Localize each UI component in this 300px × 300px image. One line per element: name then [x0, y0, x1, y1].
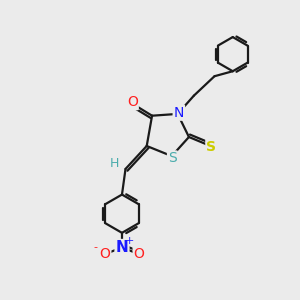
Text: S: S	[206, 140, 216, 154]
Text: +: +	[124, 236, 134, 246]
Text: N: N	[174, 106, 184, 120]
Text: N: N	[116, 240, 128, 255]
Text: O: O	[127, 95, 138, 109]
Text: O: O	[134, 247, 145, 261]
Text: H: H	[110, 157, 119, 170]
Text: -: -	[94, 243, 98, 253]
Text: S: S	[168, 152, 177, 165]
Text: O: O	[100, 247, 110, 261]
